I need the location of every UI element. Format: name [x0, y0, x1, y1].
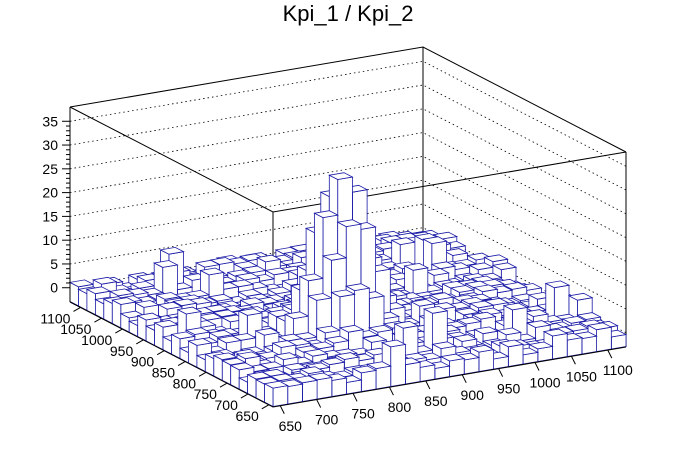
y-tick-label-7: 1000: [81, 332, 112, 348]
y-tick-label-8: 1050: [60, 321, 91, 337]
chart-title: Kpi_1 / Kpi_2: [283, 1, 414, 26]
lego-bars: [68, 172, 628, 408]
x-tick-label-4: 850: [424, 393, 448, 409]
y-tick-5: [156, 350, 165, 356]
z-tick-label-1: 5: [50, 256, 58, 272]
x-tick-5: [461, 374, 467, 384]
y-tick-2: [219, 382, 228, 388]
y-tick-8: [94, 317, 102, 323]
x-tick-label-1: 700: [315, 412, 339, 428]
y-tick-3: [198, 371, 207, 377]
x-tick-9: [607, 349, 613, 359]
z-tick-label-7: 35: [42, 113, 58, 129]
y-tick-label-4: 850: [152, 365, 176, 381]
y-tick-label-0: 650: [235, 408, 259, 424]
y-tick-label-5: 900: [131, 354, 155, 370]
x-tick-3: [389, 386, 394, 396]
y-tick-label-3: 800: [173, 375, 197, 391]
z-tick-label-2: 10: [42, 232, 58, 248]
x-tick-label-6: 950: [497, 381, 521, 397]
x-tick-0: [279, 405, 285, 414]
x-tick-7: [534, 362, 540, 371]
z-tick-label-3: 15: [42, 208, 58, 224]
x-tick-label-9: 1100: [603, 362, 633, 378]
x-tick-1: [316, 399, 322, 408]
bar-0-0: [263, 380, 289, 408]
x-tick-4: [425, 380, 431, 390]
z-tick-label-0: 0: [50, 280, 58, 296]
y-tick-1: [240, 393, 249, 399]
x-tick-label-5: 900: [461, 387, 485, 403]
y-tick-0: [261, 404, 270, 410]
x-tick-6: [498, 368, 504, 377]
y-tick-4: [177, 361, 186, 366]
y-tick-label-6: 950: [110, 343, 134, 359]
x-tick-label-2: 750: [351, 405, 375, 421]
z-tick-label-6: 30: [42, 137, 58, 153]
z-gridline-6: [69, 84, 627, 191]
frame-bottom-front: [69, 301, 627, 408]
y-tick-7: [115, 328, 123, 334]
y-tick-9: [73, 306, 81, 312]
y-tick-6: [135, 339, 144, 345]
x-tick-label-0: 650: [279, 418, 303, 434]
x-tick-label-3: 800: [388, 399, 412, 415]
y-tick-label-1: 700: [215, 397, 239, 413]
x-tick-2: [352, 393, 358, 402]
z-tick-label-4: 20: [42, 185, 58, 201]
frame-top-back-edges: [69, 46, 627, 153]
z-tick-label-5: 25: [42, 161, 58, 177]
y-tick-label-2: 750: [194, 386, 218, 402]
x-tick-label-8: 1050: [566, 368, 597, 384]
y-tick-label-9: 1100: [40, 310, 70, 326]
x-tick-label-7: 1000: [529, 374, 560, 390]
x-tick-8: [570, 356, 576, 365]
